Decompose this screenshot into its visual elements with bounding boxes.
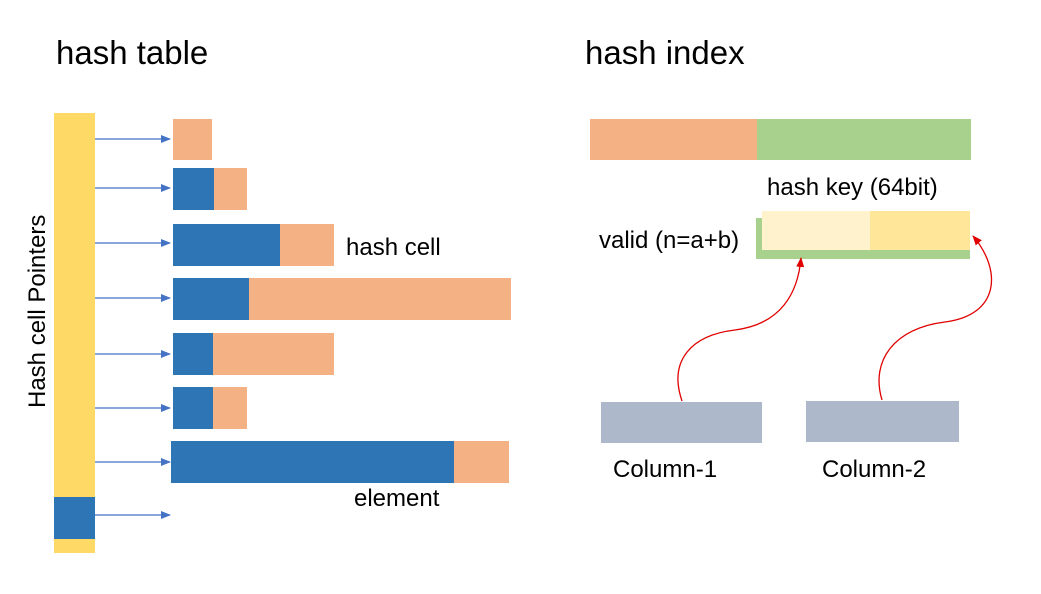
hash-cell-2 <box>214 168 247 210</box>
hash-cells <box>171 119 511 483</box>
column-1-to-bit-a-arrow <box>677 257 805 402</box>
hash-cell-3 <box>280 224 334 266</box>
valid-bit-b <box>870 211 970 250</box>
hash-cell-4 <box>249 278 511 320</box>
index-valid-bar <box>590 119 757 160</box>
valid-bit-a <box>762 211 870 250</box>
pointer-arrows <box>95 135 171 519</box>
hash-cell-6 <box>213 387 247 429</box>
column-2-box <box>806 401 959 442</box>
hash-cell-3-element <box>173 224 280 266</box>
hash-cell-6-element <box>173 387 213 429</box>
hash-cell-label: hash cell <box>346 234 441 261</box>
valid-label: valid (n=a+b) <box>599 227 740 254</box>
pointer-column-label: Hash cell Pointers <box>24 214 51 408</box>
column-1-label: Column-1 <box>613 456 718 483</box>
pointer-column-blue-slot <box>54 497 95 539</box>
index-hash-key-bar <box>757 119 971 160</box>
hash-cell-7 <box>454 441 509 483</box>
hash-table-title: hash table <box>56 34 209 71</box>
hash-cell-4-element <box>173 278 249 320</box>
pointer-column <box>54 113 95 553</box>
element-label: element <box>354 485 440 512</box>
column-2-label: Column-2 <box>822 456 927 483</box>
column-2-to-bit-b-arrow <box>878 235 993 401</box>
hash-cell-5-element <box>173 333 213 375</box>
hash-cell-1 <box>173 119 212 160</box>
column-1-box <box>601 402 762 443</box>
hash-index-title: hash index <box>585 34 745 71</box>
hash-cell-7-element <box>171 441 454 483</box>
hash-key-label: hash key (64bit) <box>767 174 938 201</box>
hash-cell-5 <box>213 333 334 375</box>
hash-cell-2-element <box>173 168 214 210</box>
